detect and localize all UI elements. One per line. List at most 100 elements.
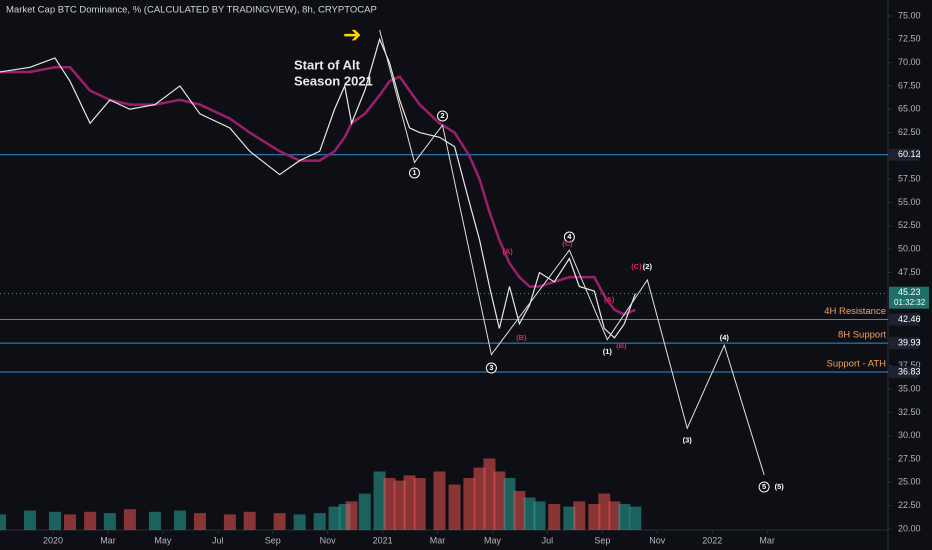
level-value: 42.46 (898, 314, 921, 324)
volume-bar (483, 458, 496, 530)
volume-bar (243, 511, 256, 530)
wave-label: (B) (516, 333, 527, 342)
volume-bar (533, 501, 546, 530)
volume-bar (548, 504, 561, 530)
volume-bar (448, 484, 461, 530)
volume-bar (358, 493, 371, 530)
wave-label: (1) (603, 347, 613, 356)
annotation: Season 2021 (294, 73, 373, 88)
level-value: 60.12 (898, 149, 921, 159)
volume-bar (148, 511, 161, 530)
x-tick-label: Nov (320, 535, 337, 545)
volume-bar (513, 491, 526, 530)
volume-bar (0, 514, 6, 530)
level-name: 8H Support (838, 330, 886, 341)
level-badge (889, 148, 919, 161)
wave-label: (C) (631, 262, 642, 271)
y-tick-label: 62.50 (898, 127, 921, 137)
annotation: Start of Alt (294, 57, 361, 72)
x-tick-label: Mar (430, 535, 446, 545)
x-tick-label: May (154, 535, 172, 545)
wave-label: 2 (440, 111, 444, 120)
y-tick-label: 70.00 (898, 57, 921, 67)
wave-label: (5) (775, 482, 785, 491)
y-tick-label: 72.50 (898, 34, 921, 44)
y-tick-label: 52.50 (898, 220, 921, 230)
y-tick-label: 20.00 (898, 523, 921, 533)
volume-bar (173, 510, 186, 530)
y-tick-label: 30.00 (898, 430, 921, 440)
x-tick-label: 2020 (43, 535, 63, 545)
wave-circle (408, 167, 420, 179)
volume-bar (523, 497, 536, 530)
y-tick-label: 35.00 (898, 383, 921, 393)
volume-bar (618, 504, 631, 530)
y-tick-label: 67.50 (898, 80, 921, 90)
volume-bar (223, 514, 236, 530)
volume-bar (345, 501, 358, 530)
wave-circle (485, 362, 497, 374)
y-tick-label: 27.50 (898, 453, 921, 463)
wave-circle (563, 231, 575, 243)
x-tick-label: Sep (265, 535, 281, 545)
y-tick-label: 47.50 (898, 267, 921, 277)
x-tick-label: Mar (759, 535, 775, 545)
y-tick-label: 50.00 (898, 244, 921, 254)
volume-bar (598, 493, 611, 530)
wave-circle (436, 110, 448, 122)
wave-label: 5 (762, 482, 766, 491)
y-tick-label: 37.50 (898, 360, 921, 370)
wave-label: 1 (412, 168, 416, 177)
last-price-badge (889, 286, 929, 309)
level-badge (889, 313, 919, 326)
wave-projection (379, 29, 765, 476)
volume-bar (588, 504, 601, 530)
wave-circle (758, 481, 770, 493)
y-tick-label: 55.00 (898, 197, 921, 207)
volume-bar (503, 478, 516, 530)
arrow-icon: ➔ (343, 22, 361, 47)
volume-bar (293, 514, 306, 530)
x-tick-label: Mar (100, 535, 116, 545)
x-tick-label: Jul (542, 535, 554, 545)
wave-label: (2) (643, 262, 653, 271)
x-tick-label: 2021 (373, 535, 393, 545)
x-tick-label: May (484, 535, 502, 545)
volume-bar (273, 513, 286, 530)
last-price-label: 45.23 (898, 287, 921, 297)
level-badge (889, 337, 919, 350)
level-name: Support - ATH (827, 359, 887, 370)
x-tick-label: Nov (649, 535, 666, 545)
volume-bar (193, 513, 206, 530)
y-tick-label: 75.00 (898, 10, 921, 20)
wave-label: (C) (562, 239, 573, 248)
y-tick-label: 32.50 (898, 407, 921, 417)
volume-bar (403, 475, 416, 530)
level-name: 4H Resistance (824, 306, 886, 317)
volume-bar (373, 471, 386, 530)
volume-bar (313, 513, 326, 530)
volume-bar (48, 511, 61, 530)
volume-bar (473, 467, 486, 530)
x-tick-label: Sep (594, 535, 610, 545)
countdown-label: 01:32:32 (894, 298, 926, 307)
volume-bar (608, 501, 621, 530)
wave-label: (4) (720, 333, 730, 342)
volume-bar (64, 514, 77, 530)
volume-bar (463, 478, 476, 530)
level-value: 39.93 (898, 337, 921, 347)
wave-label: (A) (502, 247, 513, 256)
y-tick-label: 25.00 (898, 477, 921, 487)
volume-bar (23, 510, 36, 530)
volume-bar (413, 478, 426, 530)
x-tick-label: Jul (212, 535, 224, 545)
wave-label: (A) (604, 295, 615, 304)
x-tick-label: 2022 (702, 535, 722, 545)
y-tick-label: 22.50 (898, 500, 921, 510)
wave-label: (3) (683, 435, 693, 444)
volume-bar (393, 480, 406, 530)
volume-bar (629, 506, 642, 530)
level-value: 36.83 (898, 366, 921, 376)
